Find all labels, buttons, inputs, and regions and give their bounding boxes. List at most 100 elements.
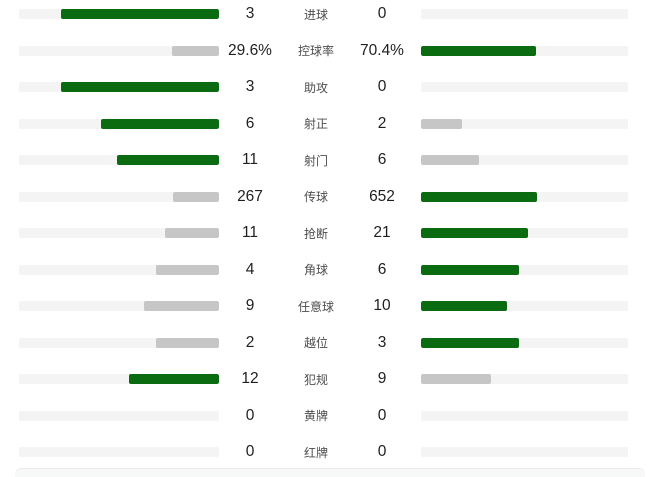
stat-row: 12 犯规 9 — [0, 361, 660, 398]
home-value: 267 — [237, 187, 263, 205]
stat-label: 进球 — [303, 7, 328, 22]
stat-label: 犯规 — [303, 372, 328, 387]
away-value: 6 — [377, 260, 387, 278]
home-bar — [164, 228, 219, 239]
home-bar-track — [19, 410, 219, 421]
next-section-edge — [15, 468, 645, 477]
home-value: 0 — [245, 443, 255, 461]
away-value: 70.4% — [360, 41, 404, 59]
away-bar-track — [421, 82, 628, 93]
stat-row: 11 射门 6 — [0, 142, 660, 179]
stat-label: 角球 — [303, 263, 328, 278]
home-bar — [116, 155, 219, 166]
home-bar-track — [19, 228, 219, 239]
away-bar-track — [421, 410, 628, 421]
stat-label: 控球率 — [297, 44, 334, 59]
away-value: 0 — [377, 5, 387, 23]
away-value: 652 — [369, 187, 395, 205]
home-bar — [61, 9, 219, 20]
stat-label: 黄牌 — [303, 409, 328, 424]
away-value: 9 — [377, 370, 387, 388]
away-bar-track — [421, 9, 628, 20]
home-bar-track — [19, 45, 219, 56]
stat-row: 11 抢断 21 — [0, 215, 660, 252]
away-bar — [421, 155, 479, 166]
home-bar — [155, 337, 219, 348]
away-value: 0 — [377, 443, 387, 461]
home-bar-track — [19, 337, 219, 348]
away-value: 21 — [373, 224, 391, 242]
home-value: 3 — [245, 78, 255, 96]
stat-row: 29.6% 控球率 70.4% — [0, 33, 660, 70]
away-value: 6 — [377, 151, 387, 169]
away-value: 0 — [377, 406, 387, 424]
home-bar-track — [19, 118, 219, 129]
home-bar-track — [19, 264, 219, 275]
stat-row: 2 越位 3 — [0, 325, 660, 362]
home-value: 12 — [241, 370, 259, 388]
stat-label: 越位 — [303, 336, 328, 351]
stat-label: 助攻 — [303, 80, 328, 95]
away-bar — [421, 228, 529, 239]
stat-row: 3 进球 0 — [0, 0, 660, 33]
home-value: 11 — [241, 151, 259, 169]
stat-row: 3 助攻 0 — [0, 69, 660, 106]
away-value: 2 — [377, 114, 387, 132]
stat-label: 抢断 — [303, 226, 328, 241]
away-bar-track — [421, 337, 628, 348]
home-value: 4 — [245, 260, 255, 278]
stat-row: 6 射正 2 — [0, 106, 660, 143]
stat-row: 0 红牌 0 — [0, 434, 660, 471]
away-bar-track — [421, 155, 628, 166]
home-bar — [173, 191, 219, 202]
home-bar — [172, 45, 219, 56]
home-bar-track — [19, 301, 219, 312]
home-value: 3 — [245, 5, 255, 23]
away-bar — [421, 118, 462, 129]
home-bar-track — [19, 191, 219, 202]
away-bar — [421, 301, 508, 312]
home-bar-track — [19, 374, 219, 385]
home-value: 6 — [245, 114, 255, 132]
away-value: 3 — [377, 333, 387, 351]
stat-row: 267 传球 652 — [0, 179, 660, 216]
away-bar-track — [421, 301, 628, 312]
home-value: 2 — [245, 333, 255, 351]
away-bar — [421, 374, 492, 385]
home-bar-track — [19, 155, 219, 166]
home-bar-track — [19, 9, 219, 20]
stat-label: 传球 — [303, 190, 328, 205]
away-bar-track — [421, 264, 628, 275]
away-bar — [421, 45, 537, 56]
home-bar — [144, 301, 219, 312]
away-value: 10 — [373, 297, 391, 315]
away-bar-track — [421, 228, 628, 239]
away-value: 0 — [377, 78, 387, 96]
away-bar-track — [421, 374, 628, 385]
home-bar — [100, 118, 219, 129]
home-value: 29.6% — [228, 41, 272, 59]
away-bar-track — [421, 447, 628, 458]
home-bar-track — [19, 82, 219, 93]
away-bar — [421, 264, 520, 275]
home-value: 9 — [245, 297, 255, 315]
home-bar — [128, 374, 219, 385]
stat-label: 红牌 — [303, 445, 328, 460]
away-bar-track — [421, 45, 628, 56]
home-bar-track — [19, 447, 219, 458]
stat-label: 射门 — [303, 153, 328, 168]
home-value: 11 — [241, 224, 259, 242]
stat-row: 0 黄牌 0 — [0, 398, 660, 435]
stat-row: 4 角球 6 — [0, 252, 660, 289]
home-bar — [155, 264, 219, 275]
stat-label: 射正 — [303, 117, 328, 132]
stat-label: 任意球 — [297, 299, 334, 314]
stat-row: 9 任意球 10 — [0, 288, 660, 325]
away-bar — [421, 191, 538, 202]
away-bar-track — [421, 118, 628, 129]
home-value: 0 — [245, 406, 255, 424]
away-bar — [421, 337, 520, 348]
away-bar-track — [421, 191, 628, 202]
